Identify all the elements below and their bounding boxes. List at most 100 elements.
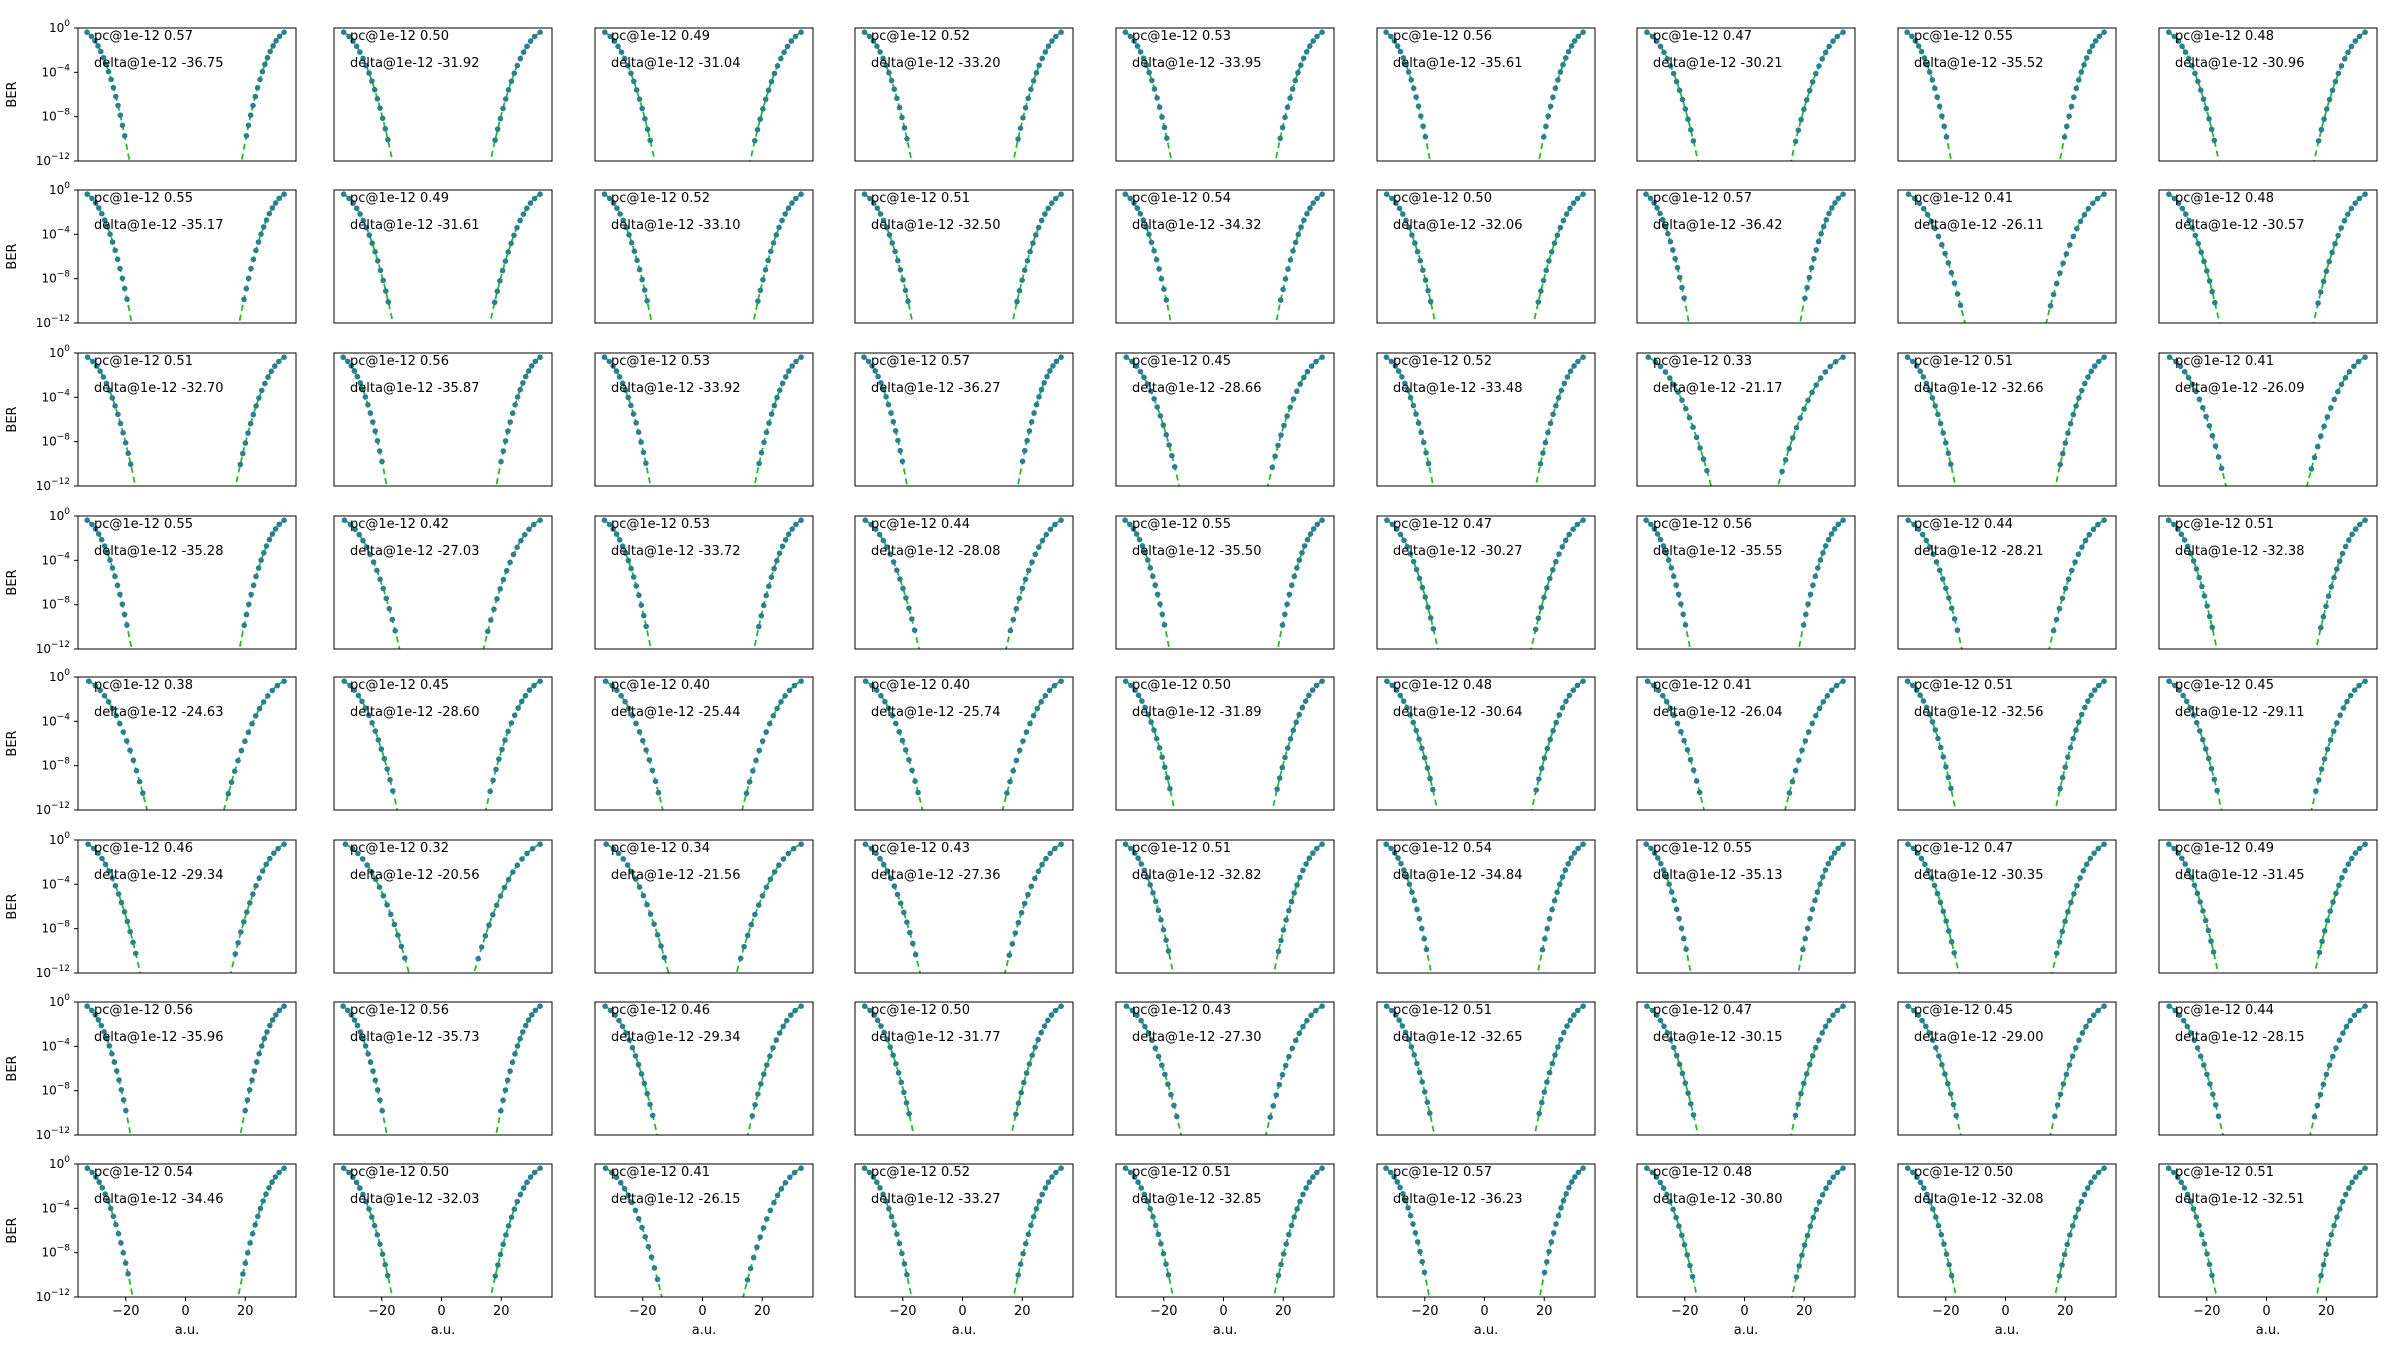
data-point [764,1216,770,1222]
data-point [1941,1241,1947,1247]
data-point [517,1035,523,1042]
data-point [2050,291,2057,298]
data-point [1042,692,1049,699]
data-point [537,678,543,684]
plot-area [1905,191,2107,323]
data-point [2101,354,2107,361]
plot-area [1904,678,2107,810]
data-point [374,1232,381,1238]
data-point [1829,205,1835,211]
data-point [619,543,626,549]
data-point [755,298,761,305]
data-point [2175,200,2182,206]
data-point [1420,267,1426,274]
data-point [114,256,121,263]
data-point [1403,61,1409,68]
data-point [2184,1191,2191,1198]
data-point [2318,126,2325,133]
data-point [1553,719,1559,726]
data-point [1430,786,1436,793]
data-point [1687,1262,1693,1269]
data-point [517,217,523,224]
data-point [374,438,381,444]
data-point [1421,936,1427,942]
data-point [1012,930,1019,936]
data-point [266,1185,272,1191]
data-point [1294,388,1300,395]
data-point [2199,583,2205,590]
data-point [1036,544,1042,550]
data-point [1654,205,1660,211]
data-point [1287,95,1293,101]
axes-frame [854,1163,1074,1298]
annotation-delta: delta@1e-12 -26.15 [611,1192,740,1207]
data-point [874,1179,880,1185]
data-point [244,909,250,915]
data-point [886,69,892,76]
fit-curve-right [2049,1005,2105,1135]
data-point [765,87,772,93]
data-point [2061,134,2068,140]
data-point [1657,1179,1663,1186]
data-point [1279,764,1286,771]
data-point [2179,43,2185,50]
data-point [2172,682,2178,689]
annotation-pc: pc@1e-12 0.48 [1653,1165,1752,1180]
data-point [1648,845,1654,852]
data-point [1028,883,1035,890]
data-point [1905,191,1912,197]
data-point [370,1068,376,1074]
data-point [1676,1223,1682,1229]
data-point [2187,1198,2194,1205]
data-point [1157,601,1163,607]
data-point [367,1059,374,1065]
axes-frame [1897,839,2117,974]
axes-frame [77,676,297,811]
data-point [878,692,884,699]
data-point [98,536,105,543]
data-point [798,1003,804,1009]
data-point [2197,728,2203,734]
data-point [1297,1198,1303,1205]
data-point [123,738,130,744]
data-point [2351,687,2358,693]
data-point [1796,757,1802,763]
data-point [629,1044,636,1051]
annotation-pc: pc@1e-12 0.44 [1914,517,2013,532]
annotation-pc: pc@1e-12 0.56 [1393,29,1492,44]
data-point [771,402,778,409]
data-point [1840,354,1846,361]
data-point [1023,1070,1030,1076]
data-point [1540,450,1546,456]
data-point [1049,1174,1055,1180]
data-point [1539,946,1546,953]
data-point [2326,96,2333,103]
data-point [1801,1080,1807,1087]
axes-frame [77,189,297,324]
data-point [779,543,786,550]
data-point [372,249,378,255]
data-point [1007,627,1014,634]
data-point [1668,889,1675,895]
data-point [1936,103,1943,110]
data-point [366,70,372,76]
data-point [85,841,91,847]
plot-area [341,678,543,810]
data-point [1036,394,1042,400]
data-point [1131,850,1138,856]
data-point [752,137,758,144]
data-point [1395,368,1402,375]
data-point [1384,678,1390,684]
data-point [1538,604,1544,611]
data-point [347,682,353,689]
data-point [912,951,919,958]
data-point [496,756,502,762]
data-point [1536,1110,1542,1117]
data-point [1409,232,1415,238]
data-point [883,62,889,69]
data-point [232,951,239,957]
data-point [1136,536,1143,543]
